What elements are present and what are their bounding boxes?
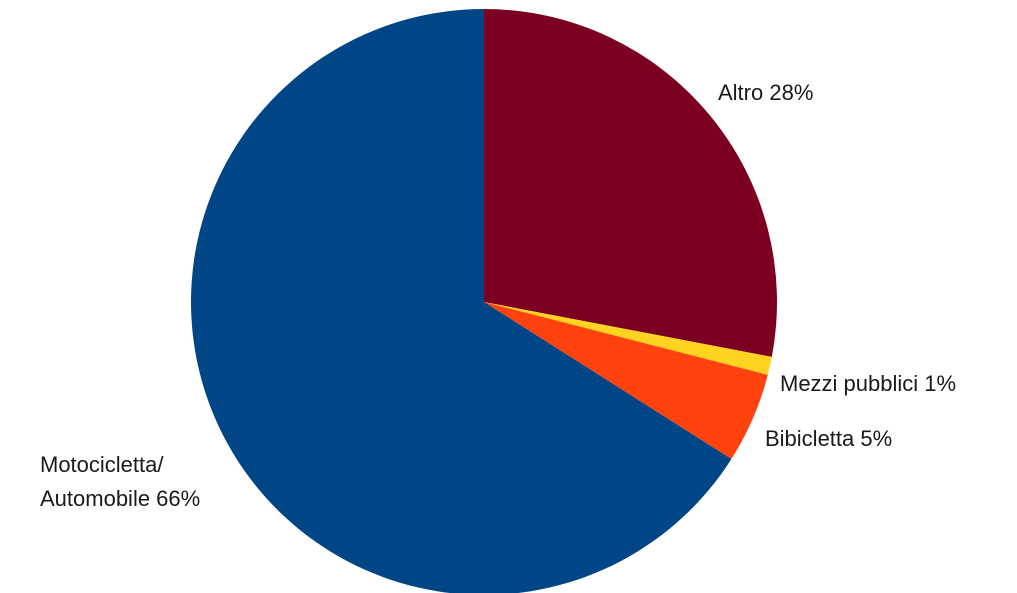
pie-slice-label-1: Mezzi pubblici 1% — [780, 371, 956, 396]
pie-slice-label-line: Altro 28% — [718, 80, 813, 105]
pie-slice-label-line: Bibicletta 5% — [765, 426, 892, 451]
pie-slice-label-2: Bibicletta 5% — [765, 426, 892, 451]
pie-slices — [191, 9, 777, 593]
pie-slice-label-0: Altro 28% — [718, 80, 813, 105]
pie-slice-3 — [191, 9, 732, 593]
pie-labels: Altro 28% Mezzi pubblici 1% Bibicletta 5% M… — [40, 80, 956, 511]
pie-slice-0 — [484, 9, 777, 357]
pie-slice-label-line: Motocicletta/ — [40, 452, 164, 477]
pie-slice-label-3: Motocicletta/Automobile 66% — [40, 452, 200, 511]
pie-slice-label-line: Mezzi pubblici 1% — [780, 371, 956, 396]
pie-slice-2 — [484, 302, 768, 459]
pie-slice-label-line: Automobile 66% — [40, 486, 200, 511]
pie-slice-1 — [484, 302, 772, 375]
